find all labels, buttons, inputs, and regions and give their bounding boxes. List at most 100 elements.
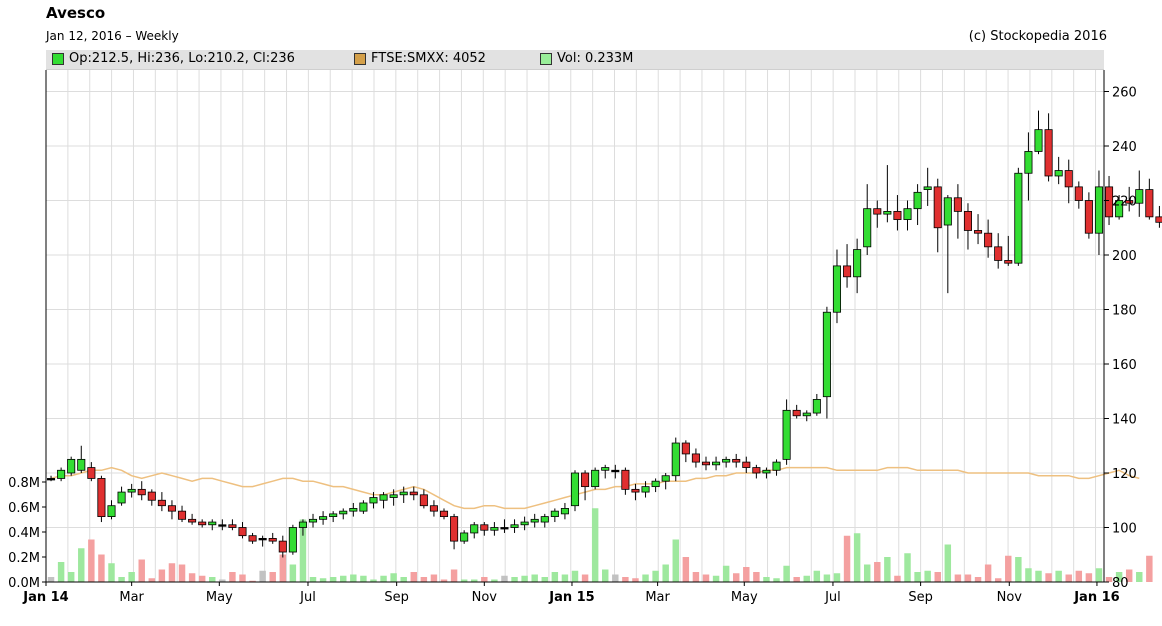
index-swatch-icon xyxy=(354,52,366,65)
x-tick-label: Nov xyxy=(997,590,1023,605)
candle-body xyxy=(762,469,771,474)
volume-bar xyxy=(370,579,377,582)
candle-body xyxy=(1105,186,1114,218)
volume-bar xyxy=(803,575,810,582)
volume-bar xyxy=(692,572,700,582)
volume-bar xyxy=(712,575,720,582)
volume-bar xyxy=(209,577,216,582)
volume-bar xyxy=(833,573,841,582)
candle-body xyxy=(621,469,630,490)
legend-ohlc: Op:212.5, Hi:236, Lo:210.2, Cl:236 xyxy=(52,51,295,66)
legend-volume-label: Vol: 0.233M xyxy=(557,51,634,66)
candle-body xyxy=(1054,170,1063,177)
candle-body xyxy=(470,524,479,534)
volume-bar xyxy=(289,564,297,582)
volume-tick-label: 0.4M xyxy=(8,526,40,541)
candle-body xyxy=(1044,129,1053,177)
volume-bar xyxy=(994,578,1002,582)
candle-body xyxy=(218,524,227,527)
candle-body xyxy=(722,458,731,463)
volume-bar xyxy=(269,572,276,582)
legend-bar: Op:212.5, Hi:236, Lo:210.2, Cl:236 FTSE:… xyxy=(46,50,1104,70)
price-tick-label: 240 xyxy=(1112,140,1137,155)
volume-bar xyxy=(188,573,196,582)
candle-body xyxy=(913,191,922,210)
volume-bar xyxy=(98,554,105,582)
chart-date-subtitle: Jan 12, 2016 – Weekly xyxy=(46,29,179,43)
candle-body xyxy=(923,186,932,190)
volume-bar xyxy=(652,570,659,582)
volume-bar xyxy=(984,564,992,582)
candle-body xyxy=(429,505,438,512)
volume-bar xyxy=(722,565,730,582)
volume-bar xyxy=(47,577,55,582)
candle-body xyxy=(963,210,972,231)
x-tick-label: Nov xyxy=(472,590,498,605)
candle-body xyxy=(480,524,489,531)
candle-body xyxy=(198,521,207,526)
price-tick-label: 100 xyxy=(1112,522,1137,537)
candle-body xyxy=(500,527,509,530)
volume-bar xyxy=(853,533,861,582)
candle-body xyxy=(611,469,620,473)
volume-bar xyxy=(974,577,982,582)
candle-body xyxy=(782,409,791,460)
candle-body xyxy=(1135,189,1144,204)
candle-body xyxy=(419,494,428,507)
legend-index: FTSE:SMXX: 4052 xyxy=(354,51,486,66)
candle-body xyxy=(127,488,136,493)
volume-bar xyxy=(67,572,75,582)
candle-body xyxy=(1004,260,1013,264)
candle-body xyxy=(379,494,388,501)
axes: 80 100 120 140 160 180 200 220 240 260 0.0M 0.2M 0.4… xyxy=(8,70,1137,605)
volume-bar xyxy=(561,574,569,582)
candle-body xyxy=(661,475,670,482)
candle-body xyxy=(742,461,751,468)
volume-bar xyxy=(148,578,156,582)
volume-bar xyxy=(763,577,770,582)
candle-body xyxy=(772,461,781,471)
copyright-credit: (c) Stockopedia 2016 xyxy=(968,29,1107,44)
price-tick-label: 220 xyxy=(1112,195,1137,210)
candle-body xyxy=(288,527,297,553)
candle-body xyxy=(883,210,892,215)
x-tick-label: Jan 15 xyxy=(548,590,594,605)
candle-body xyxy=(1024,151,1033,174)
candle-body xyxy=(651,480,660,488)
candle-body xyxy=(137,488,146,496)
price-tick-label: 200 xyxy=(1112,249,1137,264)
candle-body xyxy=(863,208,872,248)
volume-bar xyxy=(198,575,206,582)
volume-bar xyxy=(168,563,176,582)
candle-body xyxy=(349,508,358,512)
volume-bar xyxy=(843,535,851,582)
volume-bar xyxy=(1125,569,1133,582)
candle-body xyxy=(681,442,690,455)
candle-body xyxy=(520,521,529,526)
volume-bar xyxy=(471,579,478,582)
volume-bar xyxy=(511,577,518,582)
candle-body xyxy=(188,518,197,523)
volume-bar xyxy=(259,570,266,582)
volume-bar xyxy=(874,562,881,582)
volume-tick-label: 0.6M xyxy=(8,501,40,516)
volume-bar xyxy=(118,577,125,582)
candle-body xyxy=(268,538,277,542)
candle-body xyxy=(308,518,318,523)
candle-body xyxy=(732,458,741,463)
legend-index-label: FTSE:SMXX: 4052 xyxy=(371,51,486,66)
volume-bar xyxy=(410,572,418,582)
x-tick-label: May xyxy=(731,590,758,605)
volume-bar xyxy=(501,575,508,582)
volume-bar xyxy=(329,577,337,582)
volume-bar xyxy=(319,578,327,582)
x-tick-label: Jan 16 xyxy=(1073,590,1119,605)
volume-bar xyxy=(884,557,891,582)
volume-bar xyxy=(743,567,750,582)
volume-bar xyxy=(239,574,246,582)
candle-body xyxy=(591,469,600,488)
volume-bar xyxy=(1136,572,1143,582)
candle-body xyxy=(450,516,459,542)
volume-bar xyxy=(1105,577,1113,582)
